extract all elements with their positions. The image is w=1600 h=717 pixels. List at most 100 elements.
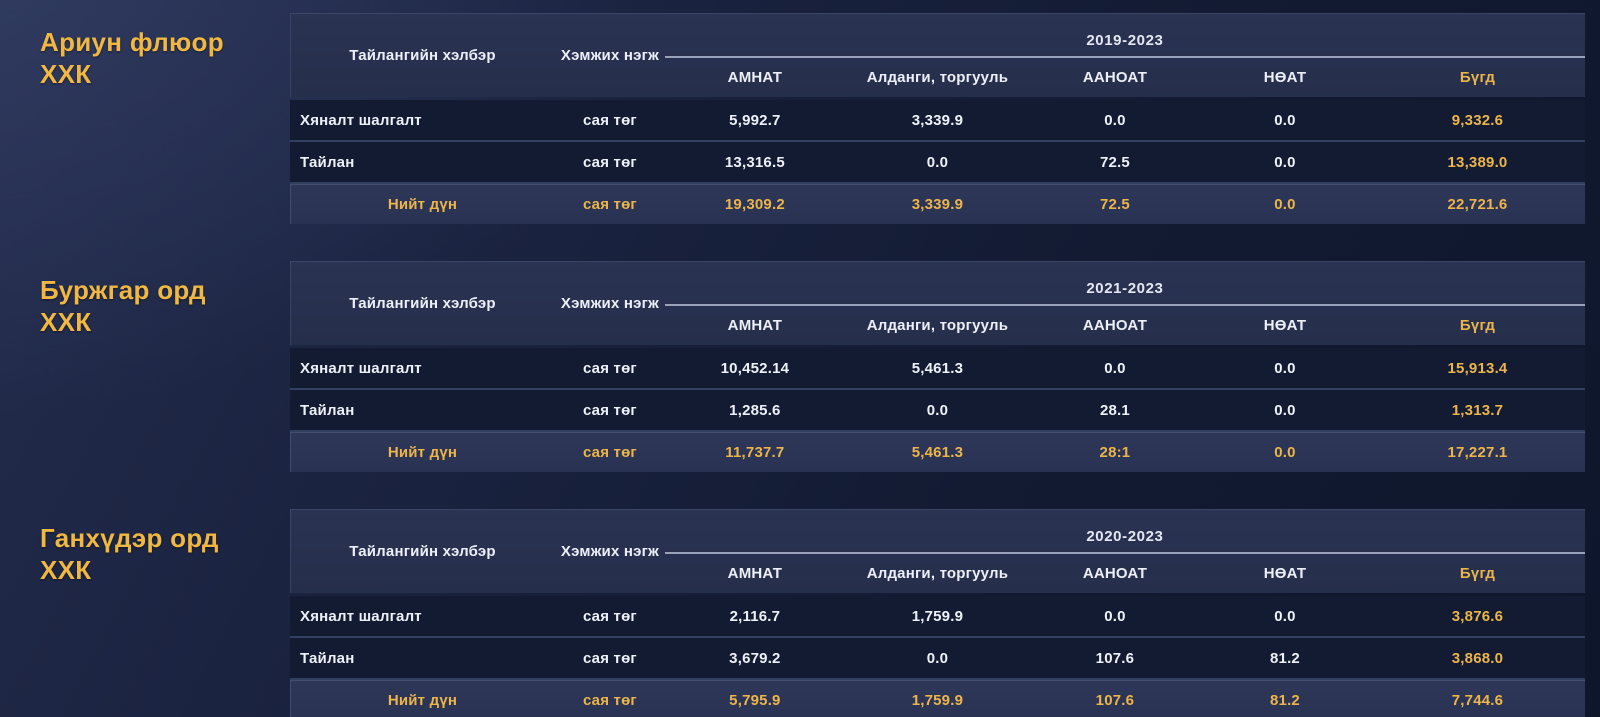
cell-aanoat: 0.0: [1104, 607, 1126, 625]
company-name: Буржгар орд ХХК: [40, 275, 206, 337]
cell-amnat: 13,316.5: [724, 153, 785, 171]
cell-total: 17,227.1: [1447, 443, 1508, 461]
table-body: Хяналт шалгалт сая төг 10,452.14 5,461.3…: [290, 348, 1585, 472]
header-col-aanoat: ААНОАТ: [1082, 69, 1148, 86]
table-header: Тайлангийн хэлбэр Хэмжих нэгж 2019-2023 …: [290, 13, 1585, 97]
header-col-noat: НӨАТ: [1263, 565, 1307, 582]
row-unit: сая төг: [582, 359, 637, 377]
cell-noat: 0.0: [1274, 195, 1296, 213]
company-section-gankhuder-ord: Ганхүдэр орд ХХК Тайлангийн хэлбэр Хэмжи…: [0, 509, 1600, 717]
cell-aanoat: 72.5: [1099, 153, 1130, 171]
header-col-total: Бүгд: [1459, 565, 1496, 582]
cell-total: 22,721.6: [1447, 195, 1508, 213]
cell-noat: 0.0: [1274, 607, 1296, 625]
cell-aanoat: 28:1: [1099, 443, 1131, 461]
header-unit: Хэмжих нэгж: [560, 294, 659, 312]
row-label: Хяналт шалгалт: [300, 607, 422, 625]
tax-summary-table: Тайлангийн хэлбэр Хэмжих нэгж 2020-2023 …: [290, 509, 1585, 717]
table-row-report: Тайлан сая төг 1,285.6 0.0 28.1 0.0 1,31…: [290, 388, 1585, 430]
cell-amnat: 1,285.6: [729, 401, 781, 419]
header-col-amnat: АМНАТ: [727, 69, 783, 86]
cell-aldangi: 5,461.3: [911, 443, 964, 461]
cell-noat: 0.0: [1274, 111, 1296, 129]
company-section-ariun-fluor: Ариун флюор ХХК Тайлангийн хэлбэр Хэмжих…: [0, 13, 1600, 224]
header-col-noat: НӨАТ: [1263, 69, 1307, 86]
header-col-aanoat: ААНОАТ: [1082, 565, 1148, 582]
cell-total: 15,913.4: [1447, 359, 1508, 377]
cell-noat: 0.0: [1274, 359, 1296, 377]
cell-total: 1,313.7: [1451, 401, 1504, 419]
row-unit: сая төг: [582, 607, 637, 625]
header-report-type: Тайлангийн хэлбэр: [349, 46, 496, 64]
cell-aldangi: 1,759.9: [911, 607, 964, 625]
cell-aldangi: 5,461.3: [911, 359, 964, 377]
company-name: Ариун флюор ХХК: [40, 27, 224, 89]
header-col-total: Бүгд: [1459, 69, 1496, 86]
header-col-amnat: АМНАТ: [727, 565, 783, 582]
row-label: Тайлан: [300, 649, 355, 667]
cell-aldangi: 1,759.9: [911, 691, 964, 709]
header-col-amnat: АМНАТ: [727, 317, 783, 334]
row-label: Тайлан: [300, 153, 355, 171]
header-report-type: Тайлангийн хэлбэр: [349, 294, 496, 312]
row-unit: сая төг: [582, 649, 637, 667]
cell-aldangi: 3,339.9: [911, 195, 964, 213]
cell-aanoat: 107.6: [1095, 691, 1135, 709]
table-row-grand-total: Нийт дүн сая төг 19,309.2 3,339.9 72.5 0…: [290, 182, 1585, 224]
period-label: 2021-2023: [664, 261, 1585, 306]
table-row-grand-total: Нийт дүн сая төг 11,737.7 5,461.3 28:1 0…: [290, 430, 1585, 472]
row-label: Хяналт шалгалт: [300, 111, 422, 129]
cell-aldangi: 0.0: [926, 401, 949, 419]
row-label: Нийт дүн: [387, 195, 458, 213]
period-label: 2019-2023: [664, 13, 1585, 58]
row-label: Тайлан: [300, 401, 355, 419]
header-col-aldangi: Алданги, торгууль: [866, 69, 1009, 86]
cell-noat: 0.0: [1274, 401, 1296, 419]
cell-amnat: 10,452.14: [720, 359, 790, 377]
row-unit: сая төг: [582, 195, 637, 213]
cell-amnat: 2,116.7: [729, 607, 781, 625]
company-section-burjgar-ord: Буржгар орд ХХК Тайлангийн хэлбэр Хэмжих…: [0, 261, 1600, 472]
period-label: 2020-2023: [664, 509, 1585, 554]
cell-total: 3,868.0: [1451, 649, 1504, 667]
row-label: Нийт дүн: [387, 691, 458, 709]
header-col-aldangi: Алданги, торгууль: [866, 317, 1009, 334]
cell-total: 7,744.6: [1451, 691, 1504, 709]
cell-aldangi: 0.0: [926, 649, 949, 667]
table-row-inspection: Хяналт шалгалт сая төг 5,992.7 3,339.9 0…: [290, 100, 1585, 140]
cell-total: 9,332.6: [1451, 111, 1504, 129]
header-col-total: Бүгд: [1459, 317, 1496, 334]
tax-summary-table: Тайлангийн хэлбэр Хэмжих нэгж 2021-2023 …: [290, 261, 1585, 472]
row-label: Нийт дүн: [387, 443, 458, 461]
cell-aanoat: 0.0: [1104, 111, 1126, 129]
header-unit: Хэмжих нэгж: [560, 542, 659, 560]
cell-aldangi: 0.0: [926, 153, 949, 171]
cell-aanoat: 28.1: [1099, 401, 1130, 419]
cell-aanoat: 72.5: [1099, 195, 1130, 213]
header-col-noat: НӨАТ: [1263, 317, 1307, 334]
cell-noat: 0.0: [1274, 443, 1296, 461]
table-row-report: Тайлан сая төг 3,679.2 0.0 107.6 81.2 3,…: [290, 636, 1585, 678]
cell-noat: 81.2: [1269, 649, 1300, 667]
cell-total: 13,389.0: [1447, 153, 1508, 171]
header-col-aldangi: Алданги, торгууль: [866, 565, 1009, 582]
header-report-type: Тайлангийн хэлбэр: [349, 542, 496, 560]
table-row-inspection: Хяналт шалгалт сая төг 2,116.7 1,759.9 0…: [290, 596, 1585, 636]
row-unit: сая төг: [582, 153, 637, 171]
tax-summary-table: Тайлангийн хэлбэр Хэмжих нэгж 2019-2023 …: [290, 13, 1585, 224]
cell-amnat: 19,309.2: [724, 195, 785, 213]
cell-amnat: 5,795.9: [729, 691, 781, 709]
cell-aanoat: 107.6: [1095, 649, 1135, 667]
row-unit: сая төг: [582, 401, 637, 419]
cell-total: 3,876.6: [1451, 607, 1504, 625]
table-row-inspection: Хяналт шалгалт сая төг 10,452.14 5,461.3…: [290, 348, 1585, 388]
table-body: Хяналт шалгалт сая төг 5,992.7 3,339.9 0…: [290, 100, 1585, 224]
cell-aanoat: 0.0: [1104, 359, 1126, 377]
row-unit: сая төг: [582, 691, 637, 709]
cell-noat: 81.2: [1269, 691, 1300, 709]
cell-amnat: 3,679.2: [729, 649, 781, 667]
table-header: Тайлангийн хэлбэр Хэмжих нэгж 2021-2023 …: [290, 261, 1585, 345]
company-name: Ганхүдэр орд ХХК: [40, 523, 219, 585]
table-header: Тайлангийн хэлбэр Хэмжих нэгж 2020-2023 …: [290, 509, 1585, 593]
